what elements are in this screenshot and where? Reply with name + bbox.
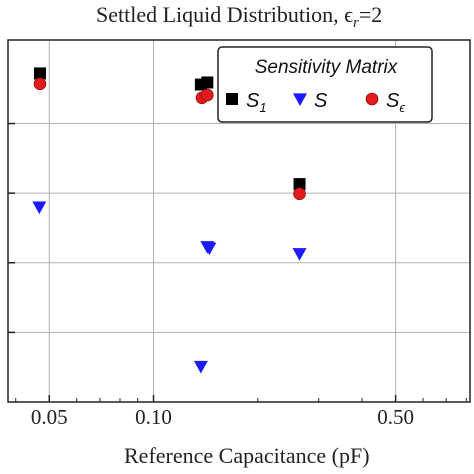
x-tick-label: 0.10 [135,405,172,429]
data-point-triangle-down [292,248,307,261]
data-point-triangle-down [202,242,217,256]
x-ticks: 0.05 0.10 0.50 [15,395,467,429]
data-point-triangle-down [193,360,208,374]
chart-title: Settled Liquid Distribution, ϵr=2 [96,2,382,31]
x-tick-label: 0.50 [377,405,414,429]
data-point-square [33,67,46,80]
data-point-square [293,178,306,191]
data-point-square [201,76,214,89]
legend-title: Sensitivity Matrix [255,57,399,78]
legend-marker-triangle-down [293,93,307,106]
data-point-circle [293,187,306,201]
x-tick-label: 0.05 [31,405,68,429]
legend-label: S1 [246,90,267,115]
data-point-triangle-down [32,201,47,215]
y-ticks [8,122,15,334]
legend-items: S1 S Sϵ [226,90,405,115]
data-point-circle [33,77,47,91]
legend-label: Sϵ [386,90,405,115]
data-point-circle [201,88,214,102]
legend: Sensitivity Matrix S1 S Sϵ [217,46,433,123]
data-marks [32,67,307,374]
legend-label: S [314,90,328,112]
legend-marker-circle [365,92,379,106]
legend-box [217,46,433,123]
plot-frame [7,39,471,403]
x-axis-label: Reference Capacitance (pF) [124,443,370,468]
legend-marker-square [226,93,238,105]
